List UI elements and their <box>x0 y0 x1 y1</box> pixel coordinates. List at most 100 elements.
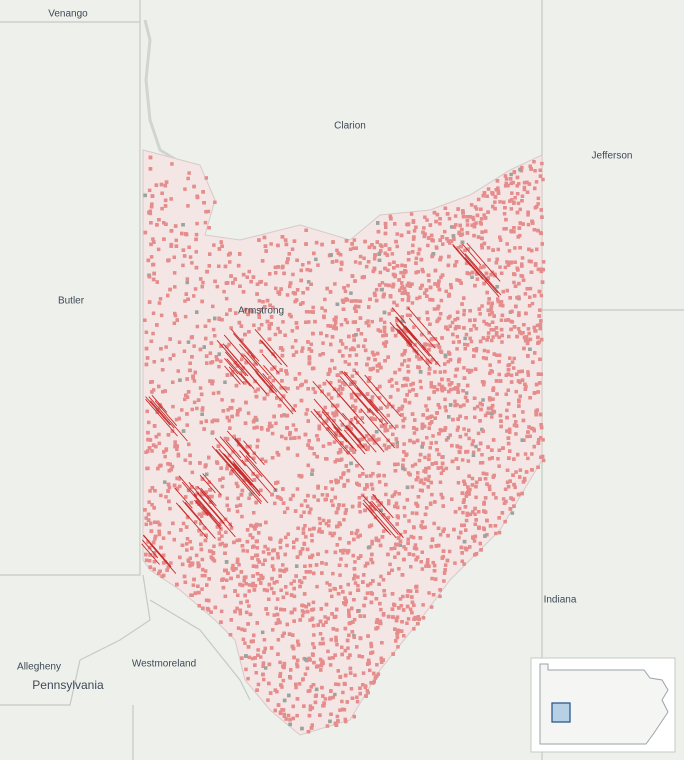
well <box>188 461 192 465</box>
well <box>418 295 422 300</box>
well <box>386 355 390 359</box>
well <box>356 588 361 592</box>
well <box>282 631 286 635</box>
well <box>518 207 522 212</box>
well <box>446 327 450 331</box>
well <box>157 432 161 437</box>
well <box>359 332 364 336</box>
well <box>150 390 154 394</box>
well <box>505 415 509 420</box>
well <box>318 713 322 717</box>
well <box>301 263 305 267</box>
well <box>264 459 268 464</box>
well <box>360 655 365 659</box>
well <box>383 344 387 348</box>
well <box>401 608 406 612</box>
well <box>339 267 343 272</box>
well <box>491 335 495 339</box>
well <box>331 503 335 507</box>
well <box>170 429 175 433</box>
well <box>172 255 176 259</box>
well <box>486 210 490 214</box>
well <box>346 424 351 429</box>
well <box>294 428 298 432</box>
well <box>357 501 362 505</box>
well <box>383 359 387 363</box>
well <box>199 542 203 547</box>
well <box>381 334 385 338</box>
well <box>509 207 514 211</box>
well <box>351 404 355 408</box>
well <box>265 392 270 397</box>
well <box>352 299 357 303</box>
well <box>213 200 217 204</box>
well <box>235 538 239 543</box>
well <box>387 379 392 383</box>
well <box>175 582 179 587</box>
well <box>518 475 522 479</box>
well <box>347 362 351 366</box>
well <box>321 409 326 413</box>
well <box>434 461 438 465</box>
well <box>358 316 363 320</box>
well <box>307 261 311 265</box>
well <box>157 529 161 534</box>
well <box>423 232 427 236</box>
well <box>187 171 191 175</box>
well <box>480 403 484 407</box>
well <box>238 371 243 375</box>
well <box>526 210 530 215</box>
well <box>482 319 486 324</box>
well <box>402 450 406 454</box>
well <box>316 498 320 502</box>
well <box>222 289 226 294</box>
well <box>348 621 353 625</box>
well <box>146 258 151 263</box>
well <box>341 551 345 555</box>
well <box>313 700 318 705</box>
well <box>462 479 466 484</box>
well <box>185 548 189 552</box>
well <box>381 658 385 662</box>
well <box>403 514 407 518</box>
well <box>226 571 230 575</box>
well <box>324 549 329 554</box>
well <box>444 438 449 442</box>
well <box>246 676 250 681</box>
well <box>311 642 315 646</box>
well <box>463 336 467 341</box>
well <box>377 582 381 586</box>
well <box>162 561 166 565</box>
well <box>482 191 487 195</box>
well <box>245 528 250 532</box>
well <box>281 563 285 567</box>
well <box>323 697 328 701</box>
well <box>429 544 434 549</box>
well <box>309 342 313 346</box>
well <box>243 628 247 632</box>
well <box>467 492 471 496</box>
well <box>288 497 293 501</box>
well <box>537 314 541 318</box>
well <box>476 197 481 202</box>
well <box>179 528 183 532</box>
well <box>467 436 471 441</box>
well <box>395 318 399 323</box>
well <box>206 608 211 612</box>
well <box>539 293 544 298</box>
well <box>160 206 164 211</box>
well <box>524 311 528 316</box>
well <box>235 557 240 562</box>
well <box>439 298 444 303</box>
well <box>523 387 528 391</box>
well <box>274 286 278 291</box>
well <box>423 455 427 460</box>
well <box>275 552 280 556</box>
well <box>332 324 337 328</box>
well <box>338 675 342 679</box>
well <box>232 540 236 545</box>
well <box>320 306 324 310</box>
well <box>272 613 276 617</box>
well <box>468 215 472 219</box>
well <box>476 235 481 239</box>
